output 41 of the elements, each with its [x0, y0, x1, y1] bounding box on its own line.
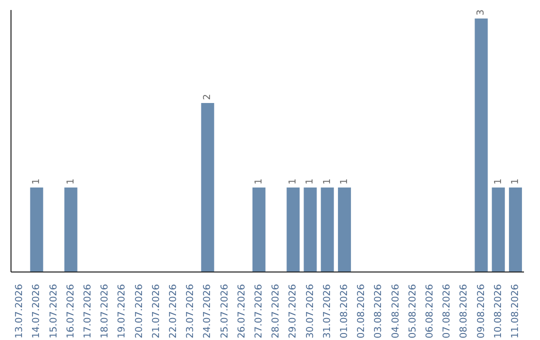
x-tick-label: 27.07.2026	[253, 284, 264, 338]
x-tick-label: 02.08.2026	[356, 284, 368, 338]
x-tick-label: 24.07.2026	[202, 284, 214, 338]
x-tick-label: 15.07.2026	[48, 284, 60, 338]
x-tick-label: 23.07.2026	[185, 284, 196, 338]
data-label: 2	[202, 94, 214, 100]
x-tick-label: 16.07.2026	[65, 284, 76, 338]
x-tick-label: 10.08.2026	[492, 284, 504, 338]
x-tick-label: 31.07.2026	[322, 284, 333, 338]
data-label: 3	[476, 9, 487, 16]
x-tick-label: 22.07.2026	[168, 284, 179, 338]
x-tick-label: 03.08.2026	[373, 284, 384, 338]
x-tick-label: 07.08.2026	[442, 284, 453, 338]
x-tick-label: 29.07.2026	[288, 284, 299, 338]
x-tick-label: 30.07.2026	[304, 284, 316, 338]
x-tick-label: 20.07.2026	[134, 284, 145, 338]
data-label: 1	[253, 178, 264, 184]
x-tick-label: 28.07.2026	[270, 284, 282, 338]
x-tick-label: 06.08.2026	[424, 284, 436, 338]
x-tick-label: 18.07.2026	[100, 284, 111, 338]
data-label: 1	[288, 178, 299, 184]
data-label: 1	[492, 178, 504, 184]
data-label: 1	[304, 178, 316, 184]
data-label: 1	[510, 178, 521, 184]
x-tick-label: 26.07.2026	[236, 284, 248, 338]
x-tick-label: 21.07.2026	[150, 284, 162, 338]
x-tick-label: 01.08.2026	[338, 284, 350, 338]
x-tick-label: 04.08.2026	[390, 284, 402, 338]
data-label: 1	[338, 178, 350, 184]
x-tick-label: 05.08.2026	[407, 284, 418, 338]
x-tick-label: 25.07.2026	[219, 284, 230, 338]
x-tick-label: 08.08.2026	[458, 284, 470, 338]
x-tick-label: 11.08.2026	[510, 284, 521, 338]
x-tick-label: 14.07.2026	[31, 284, 42, 338]
x-tick-label: 19.07.2026	[116, 284, 128, 338]
x-tick-label: 17.07.2026	[82, 284, 94, 338]
data-label: 1	[322, 178, 333, 184]
x-tick-label: 09.08.2026	[476, 284, 487, 338]
x-tick-label: 13.07.2026	[14, 284, 26, 338]
data-label: 1	[31, 178, 42, 184]
data-label: 1	[65, 178, 76, 184]
